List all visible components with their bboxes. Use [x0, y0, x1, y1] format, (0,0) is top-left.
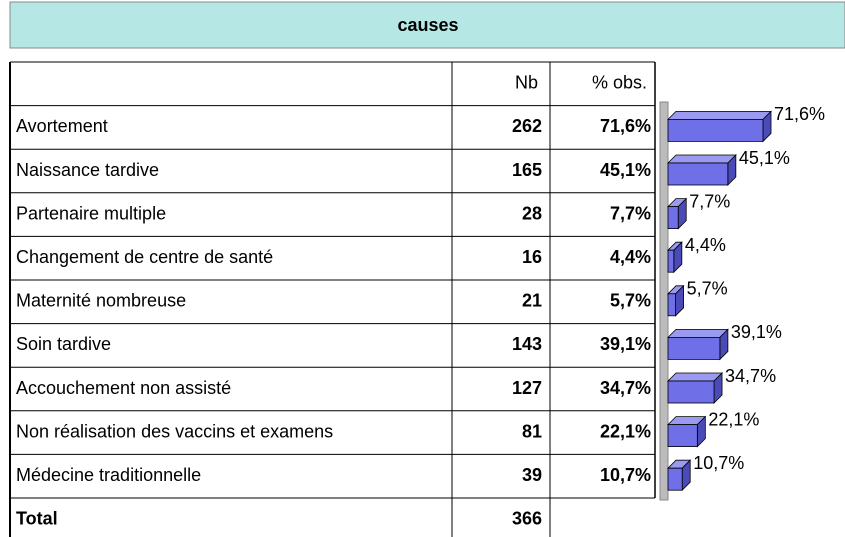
pct-cell: 5,7% — [610, 291, 651, 311]
nb-cell: 165 — [512, 160, 542, 180]
row-label: Avortement — [16, 116, 108, 136]
bar — [667, 293, 676, 317]
pct-cell: 10,7% — [600, 465, 651, 485]
row-label: Partenaire multiple — [16, 203, 166, 223]
column-header: Nb — [515, 73, 538, 93]
bar-label: 4,4% — [685, 235, 726, 255]
bar — [667, 162, 729, 186]
bar — [667, 467, 683, 491]
row-label: Changement de centre de santé — [16, 247, 273, 267]
bar-label: 34,7% — [725, 366, 776, 386]
pct-cell: 7,7% — [610, 203, 651, 223]
bar-top — [667, 111, 772, 120]
nb-cell: 21 — [522, 291, 542, 311]
bar — [667, 206, 679, 230]
total-nb: 366 — [512, 509, 542, 529]
total-label: Total — [16, 509, 58, 529]
bar — [667, 424, 698, 448]
bar-top — [667, 154, 737, 164]
bar-label: 39,1% — [731, 322, 782, 342]
title-bar — [9, 1, 845, 49]
pct-cell: 45,1% — [600, 160, 651, 180]
nb-cell: 16 — [522, 247, 542, 267]
nb-cell: 39 — [522, 465, 542, 485]
column-header: % obs. — [592, 73, 647, 93]
pct-cell: 4,4% — [610, 247, 651, 267]
row-label: Soin tardive — [16, 334, 111, 354]
bar-label: 22,1% — [708, 409, 759, 429]
bar-top — [667, 328, 729, 338]
row-label: Maternité nombreuse — [16, 291, 186, 311]
pct-cell: 22,1% — [600, 421, 651, 441]
bar — [667, 336, 721, 360]
row-label: Médecine traditionnelle — [16, 465, 201, 485]
bar — [667, 119, 764, 142]
bar — [667, 380, 715, 404]
nb-cell: 143 — [512, 334, 542, 354]
pct-cell: 71,6% — [600, 116, 651, 136]
nb-cell: 262 — [512, 116, 542, 136]
bar-label: 45,1% — [739, 148, 790, 168]
nb-cell: 81 — [522, 421, 542, 441]
bar-label: 5,7% — [687, 279, 728, 299]
pct-cell: 39,1% — [600, 334, 651, 354]
bar-top — [667, 372, 724, 382]
bar — [667, 249, 675, 273]
row-label: Accouchement non assisté — [16, 378, 231, 398]
nb-cell: 127 — [512, 378, 542, 398]
title: causes — [397, 15, 458, 35]
bar-label: 10,7% — [693, 453, 744, 473]
nb-cell: 28 — [522, 203, 542, 223]
chart-wall — [659, 101, 669, 501]
bar-label: 7,7% — [689, 191, 730, 211]
row-label: Naissance tardive — [16, 160, 159, 180]
bar-label: 71,6% — [774, 104, 825, 124]
pct-cell: 34,7% — [600, 378, 651, 398]
row-label: Non réalisation des vaccins et examens — [16, 421, 333, 441]
